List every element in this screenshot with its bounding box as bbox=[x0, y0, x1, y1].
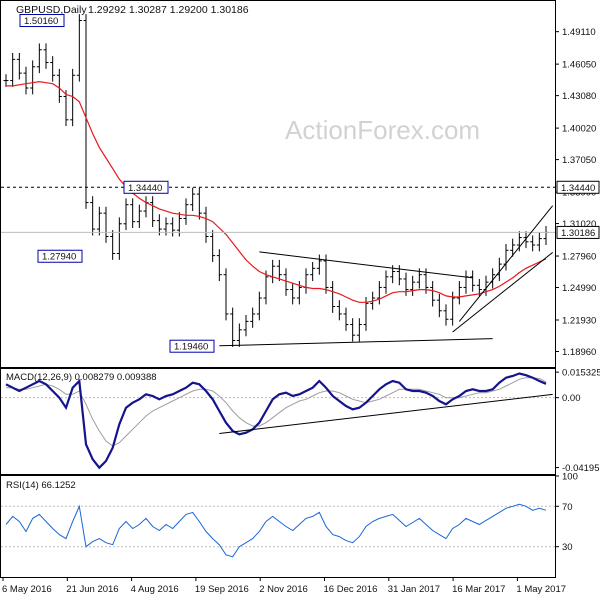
price-trendline bbox=[452, 252, 553, 333]
price-panel: 1.491101.460501.430801.400201.370501.339… bbox=[1, 14, 600, 358]
x-tick-label: 21 Jun 2016 bbox=[66, 584, 118, 595]
x-tick-label: 1 May 2017 bbox=[516, 584, 566, 595]
rsi-y-tick-label: 70 bbox=[562, 502, 573, 513]
rsi-title: RSI(14) 66.1252 bbox=[6, 480, 76, 491]
price-y-tick-label: 1.49110 bbox=[562, 27, 596, 38]
macd-panel-frame bbox=[0, 368, 556, 475]
price-y-tick-label: 1.31020 bbox=[562, 219, 596, 230]
rsi-line bbox=[5, 503, 547, 558]
rsi-panel: 100 70 30 RSI(14) 66.1252 bbox=[1, 472, 578, 558]
price-annotation-label: 1.19460 bbox=[174, 342, 208, 353]
watermark: ActionForex.com bbox=[285, 115, 480, 145]
price-y-tick-label: 1.24990 bbox=[562, 283, 596, 294]
price-y-tick-label: 1.46050 bbox=[562, 60, 596, 71]
price-trendline bbox=[219, 338, 493, 347]
price-annotation-label: 1.34440 bbox=[128, 183, 162, 194]
rsi-y-tick-label: 100 bbox=[562, 472, 578, 483]
price-trendline bbox=[259, 251, 473, 279]
macd-y-tick-label: 0.015325 bbox=[562, 368, 600, 379]
price-y-tick-label: 1.21930 bbox=[562, 316, 596, 327]
x-tick-label: 31 Jan 2017 bbox=[388, 584, 440, 595]
price-trendline bbox=[458, 205, 554, 322]
price-annotation-label: 1.50160 bbox=[24, 16, 58, 27]
price-y-tick-label: 1.37050 bbox=[562, 155, 596, 166]
x-tick-label: 16 Mar 2017 bbox=[452, 584, 505, 595]
x-tick-label: 6 May 2016 bbox=[2, 584, 52, 595]
price-annotation-label: 1.27940 bbox=[42, 252, 76, 263]
moving-average-line bbox=[6, 80, 547, 303]
x-tick-label: 2 Nov 2016 bbox=[259, 584, 308, 595]
macd-title: MACD(12,26,9) 0.008279 0.009388 bbox=[6, 372, 157, 383]
x-tick-label: 4 Aug 2016 bbox=[131, 584, 179, 595]
current-price-box bbox=[556, 225, 600, 239]
price-annotation-box bbox=[169, 339, 215, 353]
macd-y-tick-label: 0.00 bbox=[562, 393, 581, 404]
price-y-tick-label: 1.18960 bbox=[562, 347, 596, 358]
price-annotation-box bbox=[123, 180, 169, 194]
price-annotation-box bbox=[19, 14, 65, 28]
macd-panel: 0.015325 0.00 -0.041957 MACD(12,26,9) 0.008… bbox=[1, 368, 600, 474]
macd-signal-line bbox=[6, 377, 547, 447]
rsi-y-tick-label: 30 bbox=[562, 542, 573, 553]
chart-ohlc: 1.29292 1.30287 1.29200 1.30186 bbox=[88, 4, 249, 16]
macd-line bbox=[5, 372, 547, 470]
level-price-box bbox=[556, 180, 600, 194]
x-tick-label: 19 Sep 2016 bbox=[195, 584, 249, 595]
macd-y-tick-label: -0.041957 bbox=[562, 463, 600, 474]
chart-symbol: GBPUSD,Daily bbox=[16, 4, 87, 16]
price-y-tick-label: 1.43080 bbox=[562, 91, 596, 102]
rsi-panel-frame bbox=[0, 475, 556, 578]
price-y-tick-label: 1.27960 bbox=[562, 252, 596, 263]
price-y-tick-label: 1.40020 bbox=[562, 124, 596, 135]
macd-trendline bbox=[219, 393, 553, 434]
current-price-label: 1.30186 bbox=[561, 228, 595, 239]
price-panel-frame bbox=[0, 0, 556, 368]
price-annotation-box bbox=[37, 249, 83, 263]
x-tick-label: 16 Dec 2016 bbox=[324, 584, 378, 595]
x-axis: 6 May 2016 21 Jun 2016 4 Aug 2016 19 Sep 20… bbox=[2, 577, 566, 595]
level-price-label: 1.34440 bbox=[561, 183, 595, 194]
